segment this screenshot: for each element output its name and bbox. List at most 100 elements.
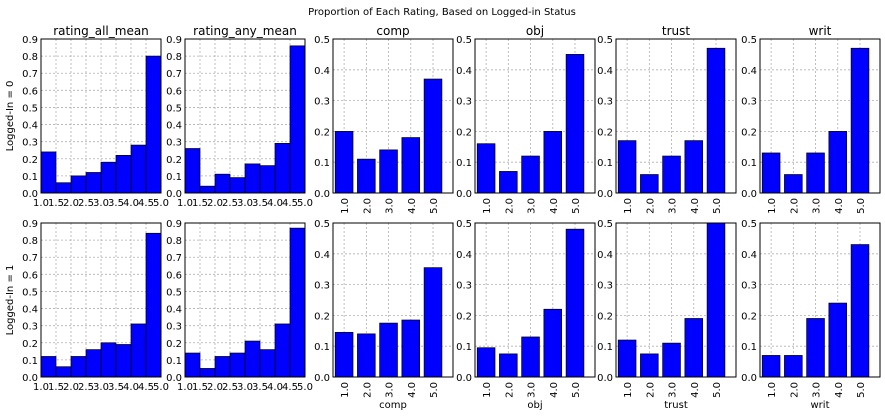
bar xyxy=(274,143,291,194)
y-tick-label: 0.1 xyxy=(456,158,472,169)
x-tick-label: 3.0 xyxy=(812,382,823,398)
x-tick-label: 5.0 xyxy=(153,382,169,393)
y-tick-label: 0.1 xyxy=(741,342,757,353)
x-tick-label: 2.0 xyxy=(63,382,79,393)
bar xyxy=(214,173,231,194)
bar xyxy=(401,137,421,194)
x-tick-label: 5.0 xyxy=(429,382,440,398)
axes-frame xyxy=(184,38,306,194)
x-tick-label: 3.5 xyxy=(252,382,268,393)
y-tick-label: 0.1 xyxy=(597,342,613,353)
x-tick-label: 3.5 xyxy=(108,382,124,393)
bar xyxy=(259,165,276,194)
bar xyxy=(476,347,496,378)
y-tick-label: 0.1 xyxy=(22,356,38,367)
bar xyxy=(229,352,246,378)
subplot-1-1: 0.0 0.1 0.2 0.3 0.4 0.5 0.6 0.7 0.8 0.9 1.0 1.5 2.0 2… xyxy=(166,219,313,393)
bar xyxy=(214,356,231,378)
x-tick-label: 3.0 xyxy=(527,198,538,214)
bar xyxy=(379,322,398,378)
y-tick-label: 0.8 xyxy=(166,52,182,63)
y-tick-label: 0.2 xyxy=(314,311,330,322)
subplot-0-4: 0.0 0.1 0.2 0.3 0.4 0.5 1.0 2.0 3.0 4.0 5.0 trust xyxy=(597,24,737,214)
y-tick-label: 0.8 xyxy=(22,52,38,63)
x-tick-label: 2.0 xyxy=(789,198,800,214)
x-tick-label: 2.0 xyxy=(504,198,515,214)
x-tick-label: 2.5 xyxy=(222,382,238,393)
y-tick-label: 0.1 xyxy=(314,158,330,169)
bar xyxy=(289,227,306,378)
bar xyxy=(543,308,563,378)
y-tick-label: 0.0 xyxy=(22,189,38,200)
y-tick-label: 0.1 xyxy=(314,342,330,353)
x-tick-label: 4.0 xyxy=(407,382,418,398)
bar xyxy=(828,302,848,378)
bar xyxy=(521,336,540,378)
bar xyxy=(145,232,162,378)
y-tick-label: 0.2 xyxy=(456,311,472,322)
subplot-title: trust xyxy=(662,24,690,38)
y-tick-label: 0.2 xyxy=(741,311,757,322)
y-tick-label: 0.3 xyxy=(22,322,38,333)
y-tick-label: 0.1 xyxy=(166,172,182,183)
y-tick-label: 0.5 xyxy=(597,35,613,46)
bar xyxy=(565,54,585,194)
subplot-1-4: 0.0 0.1 0.2 0.3 0.4 0.5 1.0 2.0 3.0 4.0 5.0 trust xyxy=(597,219,737,411)
x-tick-label: 5.0 xyxy=(856,198,867,214)
subplot-0-3: 0.0 0.1 0.2 0.3 0.4 0.5 1.0 2.0 3.0 4.0 5.0 obj xyxy=(456,24,596,214)
x-tick-label: 1.5 xyxy=(192,382,208,393)
bar xyxy=(130,323,147,378)
x-tick-label: 4.5 xyxy=(138,198,154,209)
y-tick-label: 0.2 xyxy=(597,311,613,322)
x-tick-label: 1.0 xyxy=(767,198,778,214)
bar xyxy=(640,174,659,194)
bar xyxy=(706,222,726,378)
y-tick-label: 0.2 xyxy=(456,127,472,138)
bar xyxy=(761,355,781,378)
bar xyxy=(357,158,376,194)
y-tick-label: 0.7 xyxy=(22,69,38,80)
x-tick-label: 2.0 xyxy=(645,198,656,214)
y-tick-label: 0.4 xyxy=(597,66,613,77)
x-tick-label: 5.0 xyxy=(297,382,313,393)
bar xyxy=(85,349,102,378)
x-tick-label: 2.0 xyxy=(362,382,373,398)
y-tick-label: 0.3 xyxy=(741,97,757,108)
subplot-1-2: 0.0 0.1 0.2 0.3 0.4 0.5 1.0 2.0 3.0 4.0 5.0 comp xyxy=(314,219,454,411)
subplot-title: rating_any_mean xyxy=(193,24,297,38)
bar xyxy=(115,155,132,194)
y-tick-label: 0.0 xyxy=(456,189,472,200)
subplot-1-5: 0.0 0.1 0.2 0.3 0.4 0.5 1.0 2.0 3.0 4.0 5.0 writ xyxy=(741,219,881,411)
subplot-title: writ xyxy=(809,24,832,38)
subplot-0-2: 0.0 0.1 0.2 0.3 0.4 0.5 1.0 2.0 3.0 4.0 5.0 comp xyxy=(314,24,454,214)
bar xyxy=(100,342,117,378)
y-tick-label: 0.9 xyxy=(22,35,38,46)
x-tick-label: 4.0 xyxy=(549,382,560,398)
x-tick-label: 1.0 xyxy=(340,382,351,398)
x-tick-label: 1.0 xyxy=(33,198,49,209)
bar xyxy=(40,356,57,378)
y-tick-label: 0.6 xyxy=(166,86,182,97)
x-tick-label: 3.0 xyxy=(237,198,253,209)
bar xyxy=(784,355,803,378)
bar xyxy=(499,353,518,378)
x-tick-label: 5.0 xyxy=(429,198,440,214)
bar xyxy=(684,318,704,378)
x-tick-label: 3.5 xyxy=(108,198,124,209)
x-tick-label: 2.5 xyxy=(222,198,238,209)
y-tick-label: 0.5 xyxy=(22,287,38,298)
bar xyxy=(184,148,201,194)
y-tick-label: 0.0 xyxy=(597,189,613,200)
x-tick-label: 3.0 xyxy=(93,198,109,209)
subplot-title: comp xyxy=(376,24,409,38)
x-tick-label: 1.0 xyxy=(482,382,493,398)
x-tick-label: 3.0 xyxy=(385,382,396,398)
subplot-title: rating_all_mean xyxy=(53,24,149,38)
subplot-0-1: 0.0 0.1 0.2 0.3 0.4 0.5 0.6 0.7 0.8 0.9 1.0 1.5 2.0 2… xyxy=(166,24,313,209)
axes-frame xyxy=(759,38,881,194)
bar xyxy=(543,131,563,194)
x-tick-label: 3.0 xyxy=(668,198,679,214)
y-tick-label: 0.0 xyxy=(741,373,757,384)
y-tick-label: 0.3 xyxy=(597,281,613,292)
y-tick-label: 0.0 xyxy=(22,373,38,384)
